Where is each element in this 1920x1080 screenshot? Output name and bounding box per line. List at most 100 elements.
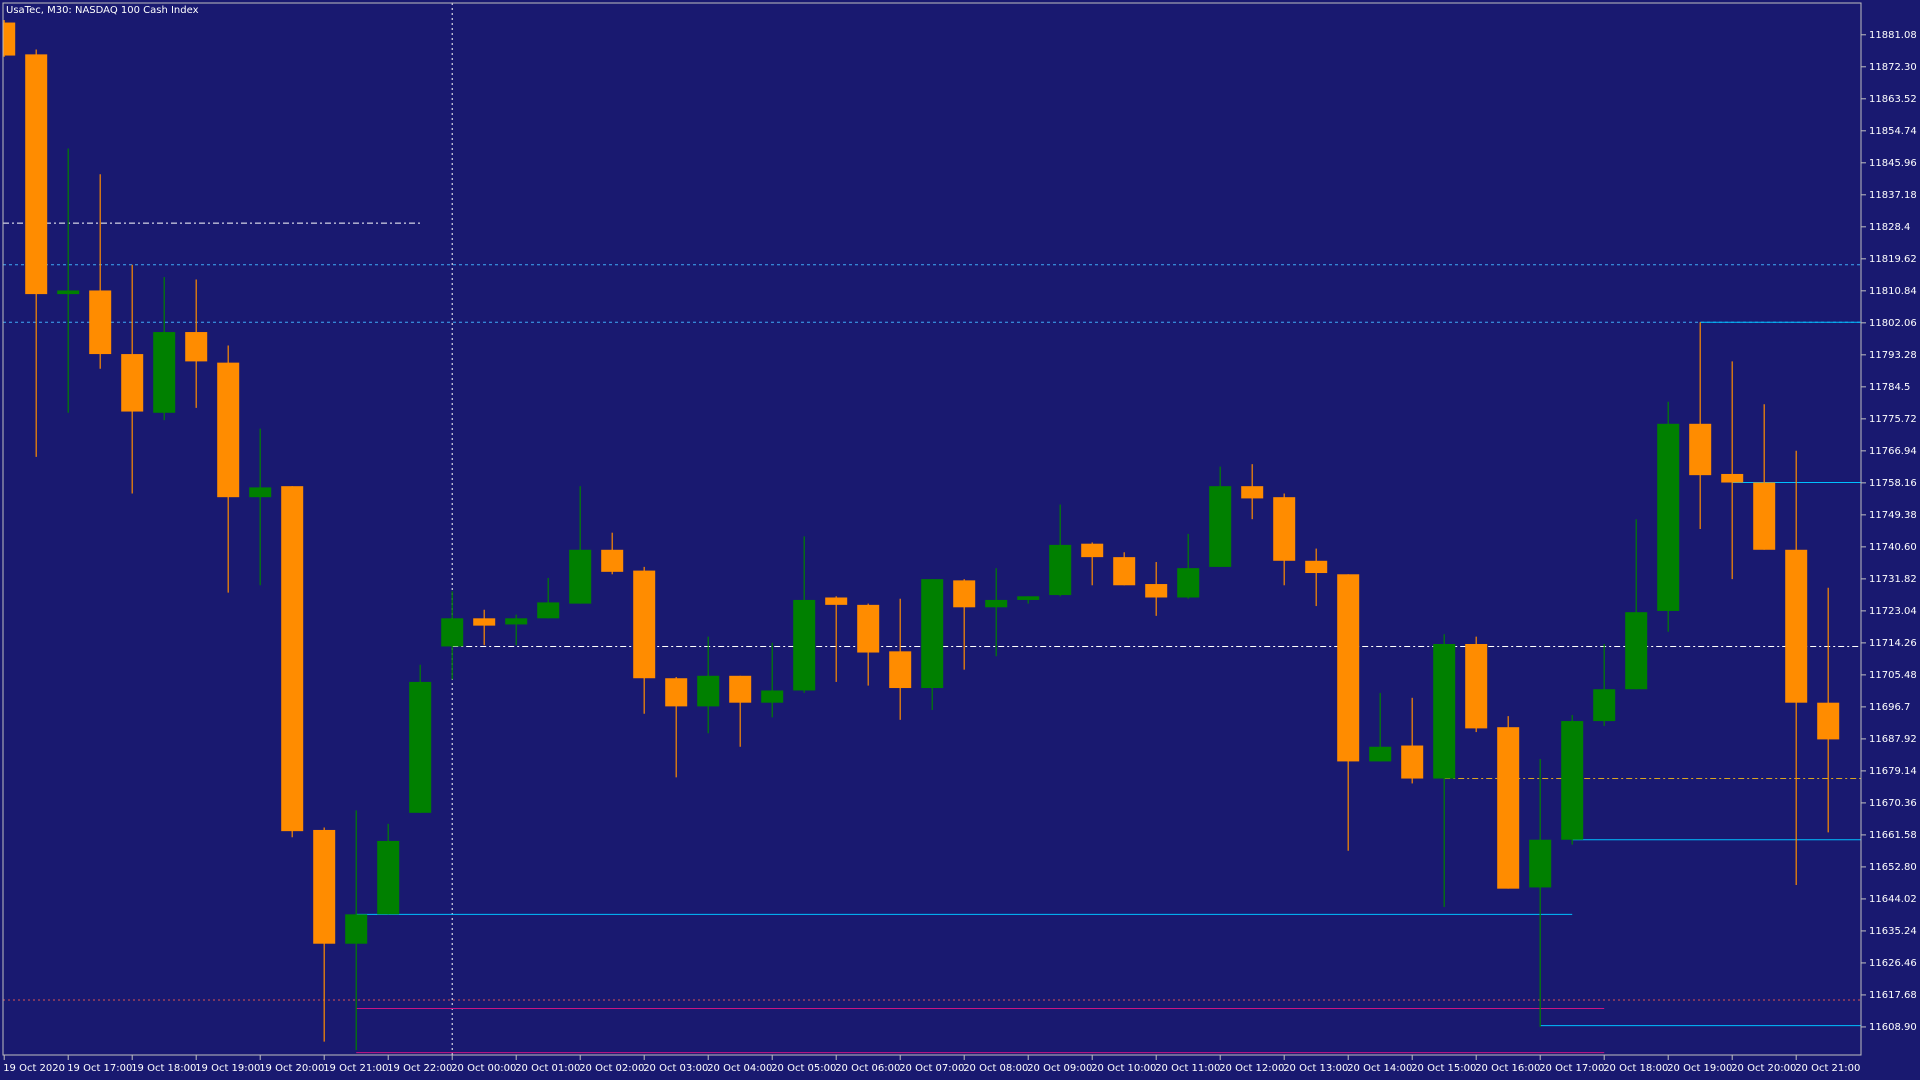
plot-border	[2, 2, 1862, 1056]
y-tick-label: 11845.96	[1869, 158, 1917, 169]
y-tick-label: 11819.62	[1869, 254, 1917, 265]
candle-body	[345, 914, 368, 944]
candle-body	[1401, 745, 1424, 779]
candle-body	[825, 597, 848, 605]
candle-body	[953, 580, 976, 608]
candle-body	[409, 681, 432, 813]
candle-body	[1273, 497, 1296, 561]
y-tick-label: 11617.68	[1869, 990, 1917, 1001]
candle-body	[665, 678, 688, 707]
candle-body	[857, 604, 880, 653]
y-tick-label: 11810.84	[1869, 286, 1917, 297]
y-tick-label: 11881.08	[1869, 30, 1917, 41]
x-tick-label: 20 Oct 13:00	[1283, 1063, 1348, 1074]
candle-body	[185, 332, 208, 362]
x-tick-label: 20 Oct 20:00	[1731, 1063, 1796, 1074]
candle-body	[985, 599, 1008, 608]
candle-body	[57, 290, 80, 295]
candle-body	[1753, 482, 1776, 550]
candle-body	[505, 618, 528, 625]
x-tick-label: 20 Oct 10:00	[1091, 1063, 1156, 1074]
y-tick-label: 11828.4	[1869, 222, 1910, 233]
candle-body	[1305, 560, 1328, 574]
y-tick-label: 11661.58	[1869, 830, 1917, 841]
candle-body	[1817, 702, 1840, 740]
y-tick-label: 11714.26	[1869, 638, 1917, 649]
x-tick-label: 19 Oct 18:00	[131, 1063, 196, 1074]
y-tick-label: 11749.38	[1869, 510, 1917, 521]
x-tick-label: 20 Oct 12:00	[1219, 1063, 1284, 1074]
x-tick-label: 19 Oct 2020	[3, 1063, 65, 1074]
y-tick-label: 11854.74	[1869, 126, 1917, 137]
y-tick-label: 11740.60	[1869, 542, 1917, 553]
x-tick-label: 20 Oct 06:00	[835, 1063, 900, 1074]
candle-body	[121, 354, 144, 412]
candle-body	[313, 829, 336, 944]
candle-body	[473, 618, 496, 626]
candle-body	[889, 651, 912, 689]
y-tick-label: 11758.16	[1869, 478, 1917, 489]
candle-body	[729, 675, 752, 703]
candle-body	[1561, 721, 1584, 840]
x-tick-label: 20 Oct 09:00	[1027, 1063, 1092, 1074]
y-tick-label: 11793.28	[1869, 350, 1917, 361]
candle-body	[1465, 644, 1488, 729]
y-tick-label: 11608.90	[1869, 1022, 1917, 1033]
candle-body	[377, 840, 400, 915]
y-tick-label: 11670.36	[1869, 798, 1917, 809]
candle-body	[633, 570, 656, 679]
x-tick-label: 20 Oct 07:00	[899, 1063, 964, 1074]
x-tick-label: 20 Oct 08:00	[963, 1063, 1028, 1074]
x-tick-label: 20 Oct 02:00	[579, 1063, 644, 1074]
candle-body	[1337, 574, 1360, 762]
x-tick-label: 20 Oct 14:00	[1347, 1063, 1412, 1074]
y-tick-label: 11652.80	[1869, 862, 1917, 873]
y-tick-label: 11837.18	[1869, 190, 1917, 201]
candle-body	[25, 54, 48, 295]
y-tick-label: 11705.48	[1869, 670, 1917, 681]
candle-body	[1113, 557, 1136, 586]
x-tick-label: 19 Oct 17:00	[67, 1063, 132, 1074]
x-tick-label: 19 Oct 21:00	[323, 1063, 388, 1074]
plot-area	[3, 3, 1861, 1055]
candle-body	[1017, 596, 1040, 600]
x-tick-label: 20 Oct 15:00	[1411, 1063, 1476, 1074]
candle-body	[89, 290, 112, 355]
x-tick-label: 20 Oct 03:00	[643, 1063, 708, 1074]
candle-body	[1049, 544, 1072, 596]
y-tick-label: 11626.46	[1869, 958, 1917, 969]
candle-body	[1529, 839, 1552, 888]
y-tick-label: 11635.24	[1869, 926, 1917, 937]
x-tick-label: 20 Oct 04:00	[707, 1063, 772, 1074]
candle-body	[1721, 473, 1744, 483]
y-tick-label: 11731.82	[1869, 574, 1917, 585]
y-tick-label: 11687.92	[1869, 734, 1917, 745]
candle-body	[1145, 584, 1168, 598]
candle-body	[1241, 486, 1264, 499]
y-tick-label: 11766.94	[1869, 446, 1917, 457]
x-tick-label: 20 Oct 00:00	[451, 1063, 516, 1074]
candle-body	[3, 22, 16, 56]
candle-body	[1689, 423, 1712, 476]
candle-body	[697, 675, 720, 707]
candle-body	[569, 549, 592, 604]
x-tick-label: 20 Oct 11:00	[1155, 1063, 1220, 1074]
x-tick-label: 19 Oct 20:00	[259, 1063, 324, 1074]
x-tick-label: 20 Oct 19:00	[1667, 1063, 1732, 1074]
y-tick-label: 11872.30	[1869, 62, 1917, 73]
y-tick-label: 11679.14	[1869, 766, 1917, 777]
candle-body	[441, 618, 464, 647]
candle-body	[761, 690, 784, 703]
x-tick-label: 20 Oct 21:00	[1795, 1063, 1860, 1074]
x-tick-label: 20 Oct 01:00	[515, 1063, 580, 1074]
candle-body	[1369, 746, 1392, 762]
candle-body	[1433, 644, 1456, 779]
y-tick-label: 11696.7	[1869, 702, 1910, 713]
y-tick-label: 11644.02	[1869, 894, 1917, 905]
candle-body	[1177, 568, 1200, 598]
candle-body	[793, 599, 816, 691]
y-tick-label: 11784.5	[1869, 382, 1910, 393]
candle-body	[217, 362, 240, 498]
